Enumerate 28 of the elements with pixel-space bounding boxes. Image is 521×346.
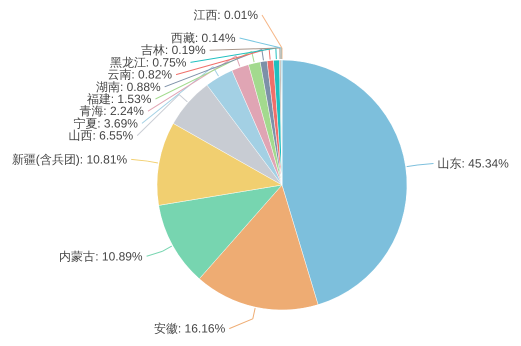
data-label: : 6.55% <box>92 128 134 143</box>
data-label: : 0.75% <box>146 55 187 70</box>
slice-label: 安徽 <box>154 322 178 336</box>
slice-label: 福建 <box>86 92 111 106</box>
data-label: : 0.82% <box>131 68 172 82</box>
slice-label: 湖南 <box>96 80 120 94</box>
data-label: : 10.89% <box>95 249 143 264</box>
legend-label: 山东 <box>437 156 462 171</box>
slice-label: 内蒙古 <box>59 249 96 264</box>
data-label: : 0.19% <box>164 43 206 58</box>
slice-label: 云南 <box>107 68 132 82</box>
slice-label: 黑龙江 <box>110 55 146 70</box>
data-label: : 45.34% <box>461 156 510 171</box>
slice-label: 青海 <box>79 104 104 118</box>
data-label: : 0.88% <box>120 80 161 94</box>
slice-label: 江西 <box>193 8 218 22</box>
data-label: : 1.53% <box>110 92 152 106</box>
data-label: : 0.14% <box>194 31 236 45</box>
data-label: : 10.81% <box>80 152 128 166</box>
data-label: : 3.69% <box>97 116 138 130</box>
slice-label: 新疆(含兵团) <box>12 152 80 166</box>
slice-label: 西藏 <box>170 31 195 45</box>
data-label: : 2.24% <box>103 104 144 118</box>
data-label: : 16.16% <box>178 322 226 336</box>
data-label: : 0.01% <box>217 8 258 22</box>
slice-label: 吉林 <box>140 43 165 58</box>
slice-label: 宁夏 <box>73 116 98 130</box>
slice-label: 山西 <box>68 128 92 143</box>
